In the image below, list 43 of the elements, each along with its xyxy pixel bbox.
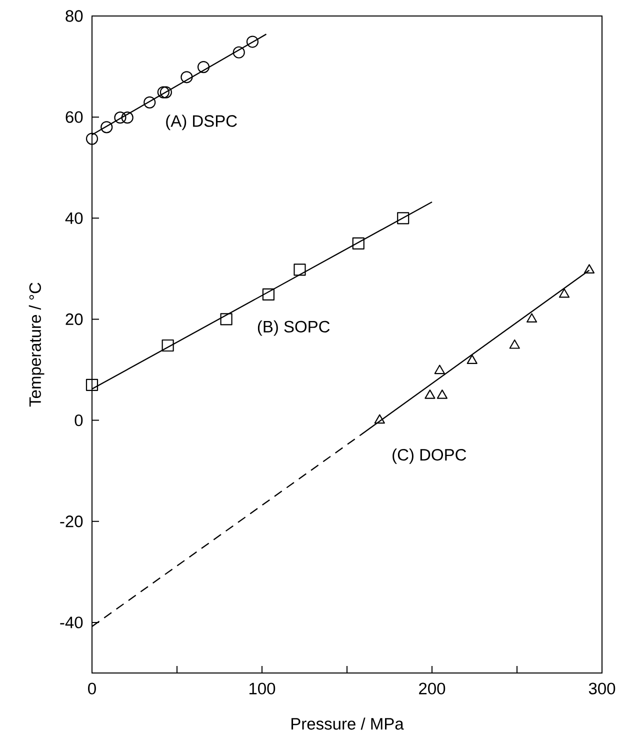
point	[526, 313, 538, 323]
annotation: (A) DSPC	[166, 114, 237, 130]
point	[197, 60, 210, 74]
point	[220, 313, 232, 326]
y-tick-label: -40	[60, 616, 83, 628]
y-tick-label: 60	[66, 111, 83, 123]
y-tick-label: 80	[66, 10, 83, 22]
point	[121, 112, 134, 124]
y-tick-label: 20	[66, 313, 83, 326]
x-tick-label: 0	[88, 682, 96, 694]
point	[232, 46, 245, 58]
point	[558, 288, 570, 298]
point	[424, 389, 436, 399]
point	[86, 378, 98, 391]
point	[434, 364, 445, 374]
y-tick-label: 40	[65, 212, 83, 224]
x-tick-label: 200	[419, 682, 446, 694]
point	[100, 121, 113, 134]
point	[262, 288, 275, 301]
point	[466, 354, 478, 364]
x-tick-label: 100	[249, 682, 276, 694]
point	[157, 86, 170, 98]
y-axis-title: Temperature / °C	[28, 282, 44, 407]
point	[509, 339, 520, 349]
x-tick-label: 300	[588, 682, 616, 694]
point	[397, 212, 410, 224]
point	[246, 36, 259, 48]
point	[160, 86, 172, 98]
point	[114, 112, 126, 124]
point	[294, 264, 306, 276]
point	[584, 264, 595, 274]
point	[86, 132, 98, 145]
point	[352, 237, 364, 250]
annotation: (B) SOPC	[258, 320, 330, 336]
point	[374, 414, 385, 424]
annotation: (C) DOPC	[392, 448, 466, 464]
point	[180, 71, 193, 84]
y-tick-label: -20	[60, 516, 83, 528]
point	[436, 389, 448, 399]
x-axis-title: Pressure / MPa	[292, 718, 404, 730]
y-tick-label: 0	[74, 414, 83, 426]
point	[144, 96, 156, 108]
point	[162, 339, 174, 352]
